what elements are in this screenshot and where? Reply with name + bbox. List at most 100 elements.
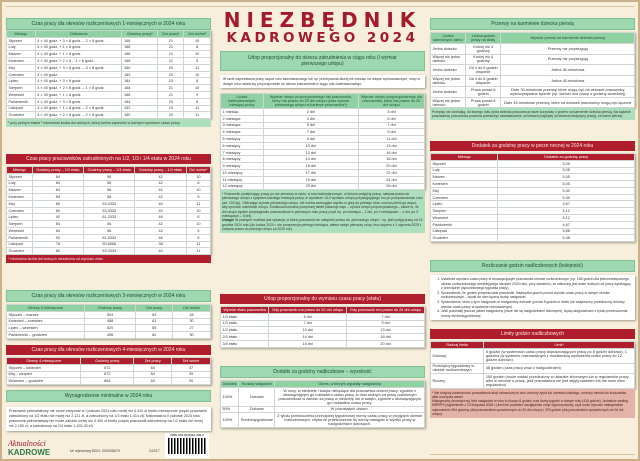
column-header: Dni wolne [171, 357, 211, 365]
table-cell: 168 [121, 36, 159, 45]
table-cell: 42 [134, 220, 187, 229]
table-cell: 5 dni [357, 114, 426, 123]
table-cell: 2 dni [262, 107, 359, 116]
table-cell: Listopad [6, 240, 33, 249]
table-cell: Październik [6, 97, 36, 106]
section-title: Rozliczanie godzin nadliczbowych (kolejn… [430, 260, 635, 272]
table-cell: 168 [121, 84, 159, 93]
table-cell: 5 dni [268, 312, 348, 321]
column-header: Dni wolne* [185, 166, 212, 174]
column-header: Wymiar przerw na karmienie dziecka piers… [500, 32, 635, 44]
table-cell: 10 [185, 172, 212, 181]
table-cell: Od 4 do 6 godzin włącznie [464, 64, 502, 77]
table-cell: 5,12 [497, 214, 635, 222]
table-cell: 22 dni [357, 169, 426, 177]
table-cell: 20 [157, 111, 185, 120]
column-header: Godziny pracy – 1/3 etatu [83, 166, 136, 174]
table-row: Czerwiec 5,30 [429, 193, 635, 202]
table-cell: Czerwiec [6, 70, 36, 79]
logo-bottom: KADROWE [8, 448, 51, 457]
table-cell: 168 [121, 43, 159, 52]
table-cell: 10 [185, 186, 212, 195]
table-leave-by-fte: Wymiar etatu pracownika Gdy pracownik ma … [219, 306, 425, 348]
table-row: 3 miesiące 5 dni 7 dni [220, 121, 426, 130]
table-cell: 20 dni [346, 339, 425, 348]
table-cell: 42 [134, 186, 187, 195]
table-cell: 168 [121, 57, 159, 65]
section-title: Czas pracy dla okresów rozliczeniowych 3… [6, 290, 211, 302]
table-row: Grudzień 4 × 40 godz. + 2 × 8 godz. – 2 ×… [6, 111, 211, 120]
table-cell: Kwiecień [6, 57, 36, 65]
table-cell: 21 [157, 50, 185, 59]
table-cell: 40 [134, 206, 187, 215]
table-cell: 2/3 etatu [219, 333, 270, 341]
table-cell: 61,3333 [83, 233, 136, 242]
section-title: Czas pracy dla okresów rozliczeniowych 1… [6, 18, 211, 30]
barcode: ISBN 978-83-8344-409-2 [165, 433, 209, 458]
table-cell: 17 dni [262, 169, 359, 177]
table-cell: 42 [134, 179, 187, 188]
table-cell: 8 [183, 43, 211, 52]
table-row: Październik 92 61,3333 46 8 [6, 233, 212, 242]
table-cell: 61,3333 [83, 213, 136, 222]
table-cell: Krócej niż 4 godziny [464, 53, 502, 66]
table-cell: 168 [121, 50, 159, 59]
table-cell: Przerwy nie przysługują [500, 53, 635, 66]
table-row: 1/4 etatu 5 dni 7 dni [219, 312, 425, 321]
table-cell: 9 [185, 227, 212, 235]
note-2: Maksymalny (teoretyczny) limit nadgodzin… [432, 399, 628, 417]
table-cell: Praca ponad 6 godzin [464, 85, 502, 98]
table-cell: 9 [185, 193, 212, 201]
table-cell: 11 [185, 247, 212, 256]
table-cell: 5 miesięcy [220, 135, 264, 143]
table-cell: 23 [157, 97, 185, 106]
column-header: Wymiar etatu pracownika [219, 306, 270, 314]
table-cell: 160 [121, 63, 159, 72]
table-cell: 20 dni [262, 182, 359, 191]
table-cell: 53,3333 [83, 199, 136, 208]
table-cell: 21 [157, 84, 185, 93]
table-part-time: Miesiąc Godziny pracy – 1/2 etatu Godziny … [6, 166, 212, 256]
table-cell: Sierpień [6, 220, 33, 229]
table-row: Kwiecień – czerwiec 488 61 30 [6, 317, 211, 326]
table-cell: 84 [133, 363, 173, 372]
table-cell: Wrzesień [6, 91, 36, 99]
table-cell: 10 dni [268, 326, 348, 335]
list-item: Jeśli pozostały jeszcze jakieś nadgodzin… [441, 309, 632, 318]
table-cell: 46 [134, 233, 187, 242]
section-wage: Wynagrodzenie minimalne w 2024 roku Prac… [6, 390, 211, 431]
table-row: Listopad 4 × 40 godz. + 1 × 8 godz. – 2 ×… [6, 104, 211, 113]
table-3month: Okresy 3-miesięczne Godziny pracy Dni prac… [6, 304, 211, 339]
table-cell: 19 [157, 104, 185, 113]
table-cell: Roczny [429, 373, 485, 390]
table-cell: 11 [185, 199, 212, 208]
table-cell: 10 [183, 50, 211, 59]
table-cell: Sierpień [6, 84, 36, 93]
table-row: Roczny 150 godzin (może zostać przedłużon… [429, 373, 635, 390]
section-breastfeeding: Przerwy na karmienie dziecka piersią Lic… [430, 18, 635, 121]
table-cell: Maj [6, 63, 36, 72]
table-row: 9 miesięcy 15 dni 20 dni [220, 162, 426, 170]
warning-label: Uwaga! [222, 218, 235, 223]
table-cell: 84 [31, 172, 85, 181]
table-cell: 4 × 40 godz. + 3 × 8 godz. – 2 × 8 godz. [34, 36, 123, 45]
table-cell: Kwiecień [429, 180, 499, 188]
table-cell: 14 dni [262, 155, 359, 164]
table-cell: 92 [31, 213, 85, 222]
table-row: Lipiec 4,67 [429, 200, 635, 209]
table-cell: Luty [429, 166, 499, 175]
header-row: Wymiar etatu pracownika Gdy pracownik ma … [219, 306, 425, 314]
table-row: Czerwiec 80 53,3333 40 10 [6, 206, 212, 215]
table-cell: 40 [134, 199, 187, 208]
section-t1: Czas pracy dla okresów rozliczeniowych 1… [6, 18, 211, 127]
table-row: Wrzesień 5,12 [429, 214, 635, 222]
table-cell: 184 [121, 97, 159, 106]
table-cell: 26 dni [357, 182, 426, 191]
table-cell: 56 [83, 193, 136, 201]
table-cell: 1 miesiąc [220, 107, 264, 116]
column-header: Obliczenia [34, 30, 123, 38]
table-cell: 12 dni [262, 148, 359, 157]
section-settlement: Rozliczanie godzin nadliczbowych (kolejn… [430, 260, 635, 321]
table-cell: 100% [219, 412, 240, 429]
